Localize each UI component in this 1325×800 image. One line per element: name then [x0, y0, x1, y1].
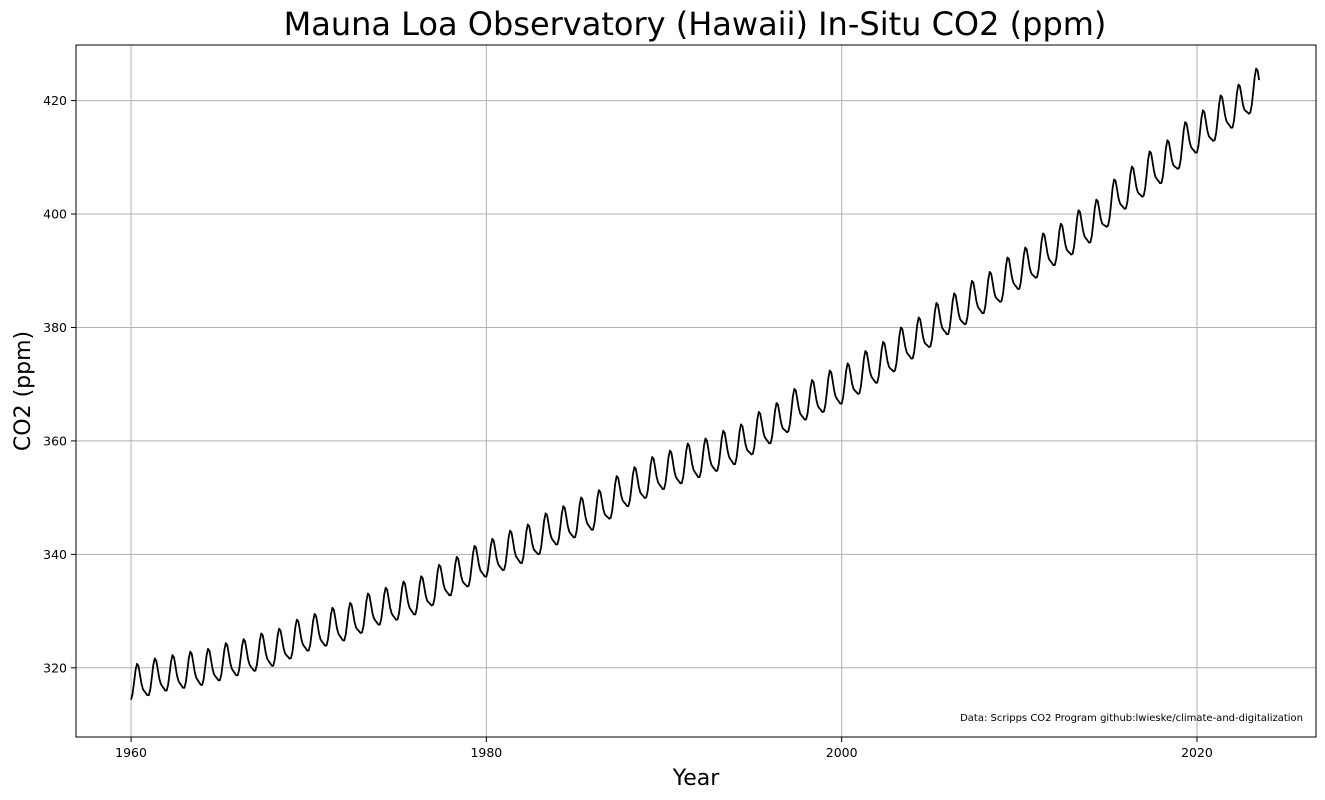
- data-source-note: Data: Scripps CO2 Program github:lwieske…: [960, 713, 1303, 724]
- plot-frame: [75, 44, 1317, 738]
- y-tick-label: 400: [43, 207, 67, 222]
- y-tick-label: 340: [43, 547, 67, 562]
- y-tick-label: 360: [43, 433, 67, 448]
- y-axis-label: CO2 (ppm): [11, 331, 36, 451]
- series-layer: [130, 67, 1261, 700]
- x-axis-label: Year: [672, 766, 721, 791]
- y-tick-label: 420: [43, 93, 67, 108]
- axis-ticks: 1960 1980 2000 2020 320 340 360 380 400 420: [43, 93, 1213, 760]
- x-tick-label: 1980: [470, 745, 502, 760]
- y-tick-label: 380: [43, 320, 67, 335]
- x-tick-label: 2020: [1181, 745, 1213, 760]
- x-tick-label: 1960: [115, 745, 147, 760]
- x-tick-label: 2000: [826, 745, 858, 760]
- co2-series-line: [130, 67, 1261, 700]
- chart-title: Mauna Loa Observatory (Hawaii) In-Situ C…: [284, 5, 1107, 43]
- y-tick-label: 320: [43, 660, 67, 675]
